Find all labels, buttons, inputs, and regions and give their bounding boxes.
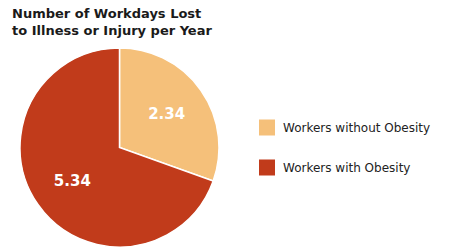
data-label: 2.34 bbox=[148, 105, 185, 123]
title: Number of Workdays Lost to Illness or Inj… bbox=[12, 6, 212, 38]
pie-slice bbox=[20, 48, 213, 247]
chart: Number of Workdays Lost to Illness or Inj… bbox=[0, 0, 474, 250]
legend: Workers without Obesity Workers with Obes… bbox=[259, 120, 430, 176]
legend-item: Workers with Obesity bbox=[259, 160, 410, 176]
title-line: Number of Workdays Lost bbox=[12, 6, 201, 21]
legend-label: Workers without Obesity bbox=[283, 121, 430, 135]
legend-label: Workers with Obesity bbox=[283, 161, 410, 175]
pie bbox=[20, 48, 219, 247]
legend-swatch bbox=[259, 120, 275, 136]
legend-swatch bbox=[259, 160, 275, 176]
data-labels: 2.34 5.34 bbox=[54, 105, 185, 189]
legend-item: Workers without Obesity bbox=[259, 120, 430, 136]
data-label: 5.34 bbox=[54, 172, 91, 190]
title-line: to Illness or Injury per Year bbox=[12, 23, 212, 38]
